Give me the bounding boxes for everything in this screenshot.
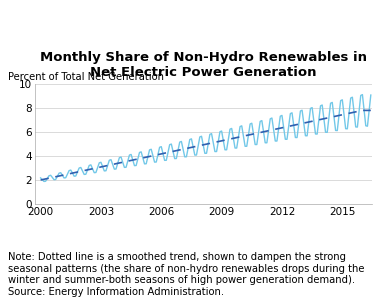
Title: Monthly Share of Non-Hydro Renewables in
Net Electric Power Generation: Monthly Share of Non-Hydro Renewables in… (40, 51, 367, 79)
Text: Percent of Total Net Generation: Percent of Total Net Generation (8, 72, 164, 82)
Text: Note: Dotted line is a smoothed trend, shown to dampen the strong
seasonal patte: Note: Dotted line is a smoothed trend, s… (8, 252, 364, 297)
